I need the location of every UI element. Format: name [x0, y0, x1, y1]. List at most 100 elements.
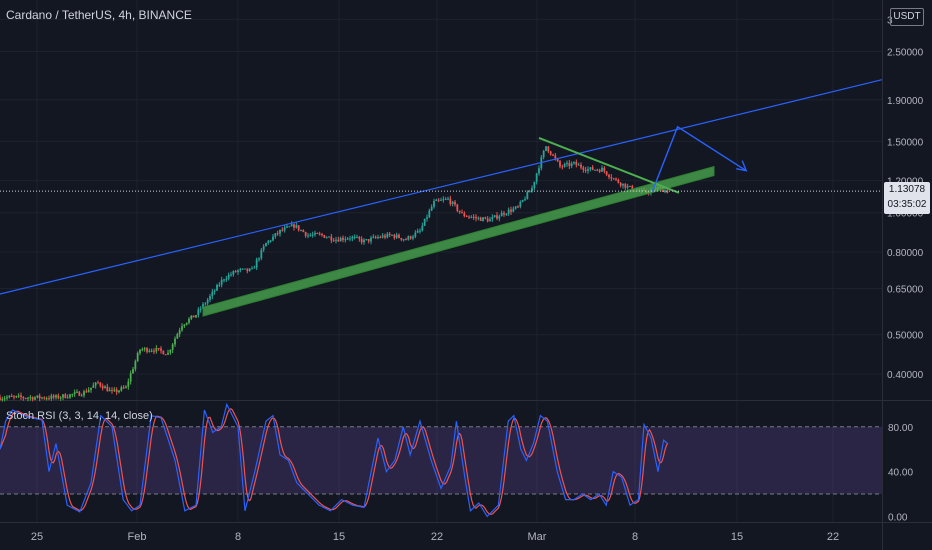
candle-body	[281, 229, 284, 231]
candle-body	[286, 226, 288, 228]
candle-body	[416, 230, 419, 233]
candle-body	[83, 391, 85, 396]
candle-body	[211, 291, 214, 297]
candle-body	[295, 225, 298, 228]
candle-body	[251, 268, 253, 270]
candle-body	[505, 213, 508, 215]
candle-body	[472, 216, 475, 218]
price-axis-tick-label: 1.00000	[887, 209, 924, 220]
candle-body	[101, 385, 104, 389]
candle-body	[444, 198, 447, 200]
candle-body	[69, 394, 71, 398]
candle-body	[213, 290, 216, 292]
candle-body	[493, 215, 496, 218]
time-axis-tick-label: Feb	[128, 531, 147, 543]
candle-body	[27, 397, 29, 399]
candle-body	[365, 239, 368, 241]
candle-body	[265, 242, 267, 247]
last-price-value: 1.13078	[888, 184, 926, 195]
candle-body	[344, 239, 347, 241]
candle-body	[92, 385, 95, 388]
osc-axis-tick-label: 80.00	[888, 423, 913, 434]
candle-body	[183, 324, 186, 327]
candle-body	[181, 326, 183, 331]
projection-path	[651, 125, 747, 192]
candle-body	[510, 209, 512, 212]
candle-body	[199, 308, 202, 310]
candle-body	[568, 162, 571, 167]
candle-body	[491, 217, 494, 220]
candle-body	[388, 233, 391, 236]
candle-body	[591, 167, 594, 170]
candle-body	[309, 235, 312, 237]
candle-body	[283, 227, 286, 231]
time-axis-tick-label: 22	[431, 531, 443, 543]
candle-body	[372, 236, 375, 238]
candle-body	[421, 225, 424, 231]
candle-body	[514, 206, 517, 209]
candle-body	[512, 208, 515, 212]
candle-body	[195, 315, 197, 318]
candle-body	[139, 349, 141, 354]
candle-body	[129, 373, 132, 382]
candle-body	[267, 240, 270, 243]
candle-body	[272, 236, 274, 241]
candle-body	[521, 200, 524, 202]
candle-body	[489, 219, 491, 222]
candle-body	[477, 217, 480, 219]
candle-body	[94, 382, 97, 386]
candle-body	[437, 199, 440, 201]
candle-body	[498, 216, 501, 219]
candle-body	[430, 206, 433, 211]
candle-body	[409, 236, 412, 239]
currency-badge[interactable]: USDT	[890, 8, 924, 26]
candle-body	[570, 163, 573, 167]
candle-body	[384, 235, 386, 238]
candle-body	[216, 284, 218, 291]
candle-body	[73, 392, 76, 395]
time-axis-tick-label: 15	[333, 531, 345, 543]
candle-body	[339, 237, 342, 242]
candle-body	[318, 233, 321, 235]
candle-body	[260, 249, 263, 259]
candle-body	[125, 386, 127, 388]
candle-body	[78, 391, 81, 396]
candle-body	[528, 191, 531, 193]
candle-body	[549, 151, 552, 155]
candle-body	[314, 232, 316, 235]
candle-body	[106, 386, 109, 392]
candle-body	[45, 398, 48, 400]
candle-body	[38, 395, 41, 399]
candle-body	[288, 226, 291, 228]
candle-body	[552, 154, 554, 156]
candle-body	[185, 322, 188, 325]
candle-body	[10, 395, 13, 397]
candle-body	[134, 361, 137, 369]
candle-body	[517, 206, 519, 208]
candle-body	[17, 395, 20, 397]
candle-body	[465, 216, 468, 218]
candle-body	[500, 212, 503, 217]
candle-body	[20, 395, 22, 398]
candle-body	[66, 397, 69, 399]
time-axis-tick-label: Mar	[528, 531, 547, 543]
candle-body	[115, 389, 118, 393]
candle-body	[391, 234, 393, 236]
candle-body	[412, 236, 414, 239]
candle-body	[171, 344, 174, 350]
candle-body	[454, 201, 456, 205]
indicator-label[interactable]: Stoch RSI (3, 3, 14, 14, close)	[6, 410, 153, 422]
time-axis-tick-label: 22	[827, 531, 839, 543]
upper-trendline	[0, 79, 883, 295]
osc-axis-tick-label: 40.00	[888, 468, 913, 479]
candle-body	[626, 185, 629, 188]
candle-body	[239, 268, 242, 271]
candle-body	[197, 309, 200, 316]
candle-body	[554, 155, 557, 159]
candle-body	[227, 274, 230, 279]
symbol-title[interactable]: Cardano / TetherUS, 4h, BINANCE	[6, 8, 192, 22]
candle-body	[143, 348, 146, 350]
candle-body	[563, 163, 566, 167]
projection-arrowhead	[736, 160, 748, 172]
